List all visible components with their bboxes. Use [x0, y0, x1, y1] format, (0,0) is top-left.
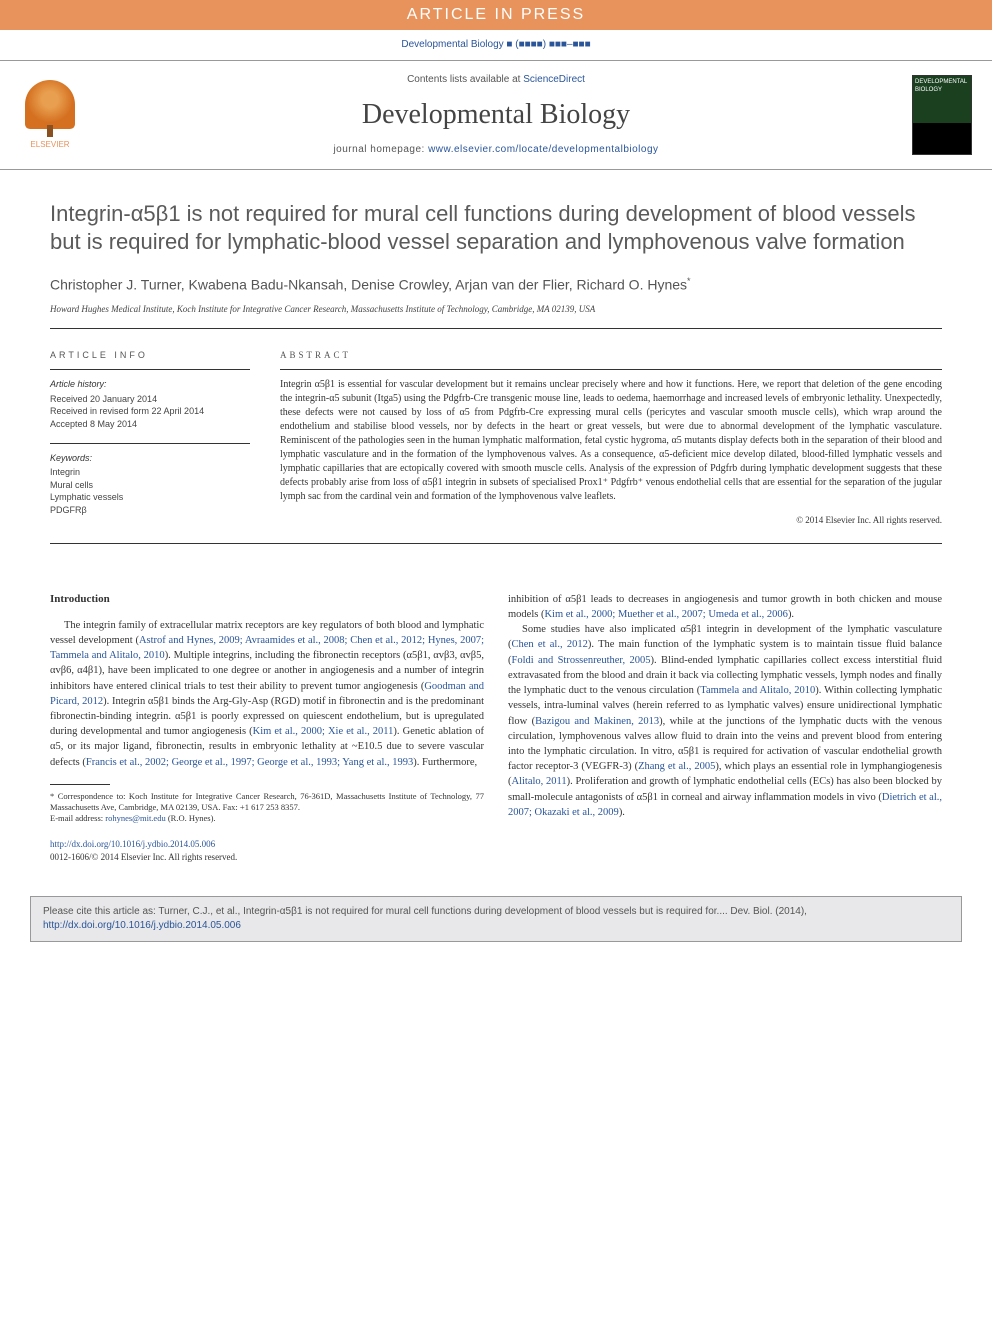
- sciencedirect-link[interactable]: ScienceDirect: [523, 74, 585, 85]
- citation-doi-link[interactable]: http://dx.doi.org/10.1016/j.ydbio.2014.0…: [43, 920, 241, 931]
- footnote-separator: [50, 784, 110, 785]
- revised-date: Received in revised form 22 April 2014: [50, 405, 250, 418]
- info-abstract-row: ARTICLE INFO Article history: Received 2…: [50, 337, 942, 527]
- doi-block: http://dx.doi.org/10.1016/j.ydbio.2014.0…: [50, 838, 484, 864]
- contents-available-line: Contents lists available at ScienceDirec…: [100, 73, 892, 87]
- divider-bottom: [50, 543, 942, 544]
- issn-copyright: 0012-1606/© 2014 Elsevier Inc. All right…: [50, 851, 484, 864]
- keyword-4: PDGFRβ: [50, 504, 250, 517]
- contents-prefix: Contents lists available at: [407, 74, 523, 85]
- article-info-column: ARTICLE INFO Article history: Received 2…: [50, 349, 250, 527]
- body-two-column: Introduction The integrin family of extr…: [0, 572, 992, 884]
- intro-para-3: Some studies have also implicated α5β1 i…: [508, 622, 942, 820]
- intro-para-2: inhibition of α5β1 leads to decreases in…: [508, 592, 942, 622]
- p2-b: ).: [788, 609, 794, 620]
- journal-name: Developmental Biology: [100, 95, 892, 134]
- corresponding-footnote: * Correspondence to: Koch Institute for …: [50, 791, 484, 813]
- email-footnote: E-mail address: rohynes@mit.edu (R.O. Hy…: [50, 813, 484, 824]
- abstract-copyright: © 2014 Elsevier Inc. All rights reserved…: [280, 514, 942, 527]
- article-front-matter: Integrin-α5β1 is not required for mural …: [0, 170, 992, 572]
- divider-top: [50, 328, 942, 329]
- cite-9[interactable]: Bazigou and Makinen, 2013: [535, 716, 659, 727]
- elsevier-tree-icon: [25, 80, 75, 129]
- email-link[interactable]: rohynes@mit.edu: [105, 813, 165, 823]
- authors-list: Christopher J. Turner, Kwabena Badu-Nkan…: [50, 275, 942, 295]
- cite-7[interactable]: Foldi and Strossenreuther, 2005: [512, 655, 651, 666]
- cite-6[interactable]: Chen et al., 2012: [512, 639, 588, 650]
- cite-10[interactable]: Zhang et al., 2005: [638, 761, 715, 772]
- info-divider-1: [50, 369, 250, 370]
- accepted-date: Accepted 8 May 2014: [50, 418, 250, 431]
- article-in-press-banner: ARTICLE IN PRESS: [0, 0, 992, 30]
- email-label: E-mail address:: [50, 813, 105, 823]
- homepage-prefix: journal homepage:: [333, 144, 428, 155]
- elsevier-text: ELSEVIER: [30, 139, 69, 150]
- homepage-link[interactable]: www.elsevier.com/locate/developmentalbio…: [428, 144, 658, 155]
- keyword-1: Integrin: [50, 466, 250, 479]
- keywords-label: Keywords:: [50, 452, 250, 465]
- corresponding-marker: *: [687, 276, 691, 286]
- journal-header: ELSEVIER Contents lists available at Sci…: [0, 60, 992, 169]
- affiliation: Howard Hughes Medical Institute, Koch In…: [50, 303, 942, 316]
- email-name: (R.O. Hynes).: [166, 813, 216, 823]
- abstract-heading: ABSTRACT: [280, 349, 942, 362]
- intro-para-1: The integrin family of extracellular mat…: [50, 618, 484, 770]
- article-info-heading: ARTICLE INFO: [50, 349, 250, 362]
- cite-11[interactable]: Alitalo, 2011: [512, 776, 567, 787]
- journal-cover-thumbnail: DEVELOPMENTAL BIOLOGY: [912, 75, 972, 155]
- citation-text: Please cite this article as: Turner, C.J…: [43, 906, 807, 917]
- keyword-3: Lymphatic vessels: [50, 491, 250, 504]
- abstract-column: ABSTRACT Integrin α5β1 is essential for …: [280, 349, 942, 527]
- right-column: inhibition of α5β1 leads to decreases in…: [508, 592, 942, 864]
- keyword-2: Mural cells: [50, 479, 250, 492]
- abstract-text: Integrin α5β1 is essential for vascular …: [280, 378, 942, 504]
- p3-h: ).: [619, 807, 625, 818]
- left-column: Introduction The integrin family of extr…: [50, 592, 484, 864]
- journal-reference-line: Developmental Biology ■ (■■■■) ■■■–■■■: [0, 30, 992, 60]
- article-history-label: Article history:: [50, 378, 250, 391]
- introduction-heading: Introduction: [50, 592, 484, 608]
- article-title: Integrin-α5β1 is not required for mural …: [50, 200, 942, 257]
- header-center: Contents lists available at ScienceDirec…: [100, 73, 892, 156]
- homepage-line: journal homepage: www.elsevier.com/locat…: [100, 143, 892, 157]
- abstract-divider: [280, 369, 942, 370]
- elsevier-logo: ELSEVIER: [20, 80, 80, 150]
- authors-text: Christopher J. Turner, Kwabena Badu-Nkan…: [50, 276, 687, 292]
- info-divider-2: [50, 443, 250, 444]
- citation-box: Please cite this article as: Turner, C.J…: [30, 896, 962, 942]
- cite-4[interactable]: Francis et al., 2002; George et al., 199…: [86, 757, 413, 768]
- cite-3[interactable]: Kim et al., 2000; Xie et al., 2011: [253, 726, 394, 737]
- cite-8[interactable]: Tammela and Alitalo, 2010: [700, 685, 815, 696]
- doi-link[interactable]: http://dx.doi.org/10.1016/j.ydbio.2014.0…: [50, 838, 484, 851]
- cite-5[interactable]: Kim et al., 2000; Muether et al., 2007; …: [544, 609, 787, 620]
- received-date: Received 20 January 2014: [50, 393, 250, 406]
- p1-e: ). Furthermore,: [413, 757, 477, 768]
- p3-g: ). Proliferation and growth of lymphatic…: [508, 776, 942, 802]
